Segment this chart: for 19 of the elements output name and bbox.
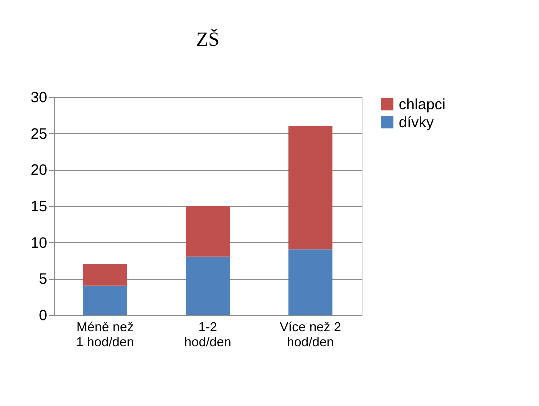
bar bbox=[186, 256, 230, 315]
bar bbox=[186, 206, 230, 257]
y-tick-label: 15 bbox=[30, 198, 48, 216]
x-tick-label: Méně než 1 hod/den bbox=[76, 320, 134, 350]
y-tick-label: 0 bbox=[39, 308, 48, 324]
legend-label: dívky bbox=[399, 114, 435, 132]
legend-label: chlapci bbox=[399, 96, 446, 114]
bar bbox=[288, 126, 333, 250]
bar bbox=[288, 250, 333, 315]
y-tick-label: 20 bbox=[30, 162, 48, 180]
x-tick-label: Více než 2 hod/den bbox=[280, 320, 342, 350]
bar bbox=[83, 286, 128, 315]
y-tick-label: 10 bbox=[30, 234, 48, 252]
y-tick-label: 30 bbox=[30, 90, 48, 106]
y-tick-label: 25 bbox=[30, 126, 48, 143]
x-tick-label: 1-2 hod/den bbox=[184, 320, 232, 350]
chart-title: ZŠ bbox=[196, 28, 220, 51]
y-tick-label: 5 bbox=[39, 271, 48, 288]
bar bbox=[83, 264, 128, 286]
